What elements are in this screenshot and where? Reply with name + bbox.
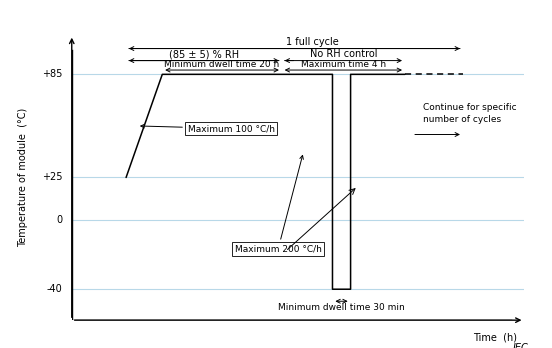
- Text: Maximum 200 °C/h: Maximum 200 °C/h: [235, 156, 322, 253]
- Text: IEC: IEC: [512, 342, 528, 348]
- Text: Temperature of module  (°C): Temperature of module (°C): [18, 108, 28, 247]
- Text: 0: 0: [57, 215, 63, 226]
- Text: +25: +25: [42, 173, 63, 182]
- Text: Minimum dwell time 20 h: Minimum dwell time 20 h: [164, 60, 280, 69]
- Text: +85: +85: [43, 69, 63, 79]
- Text: No RH control: No RH control: [310, 49, 377, 59]
- Text: Time  (h): Time (h): [473, 332, 517, 342]
- Text: 1 full cycle: 1 full cycle: [286, 37, 339, 47]
- Text: Maximum 100 °C/h: Maximum 100 °C/h: [141, 124, 275, 133]
- Text: Maximum time 4 h: Maximum time 4 h: [301, 60, 386, 69]
- Text: -40: -40: [47, 284, 63, 294]
- Text: Continue for specific
number of cycles: Continue for specific number of cycles: [423, 103, 517, 124]
- Text: (85 ± 5) % RH: (85 ± 5) % RH: [169, 49, 239, 59]
- Text: Minimum dwell time 30 min: Minimum dwell time 30 min: [278, 303, 405, 312]
